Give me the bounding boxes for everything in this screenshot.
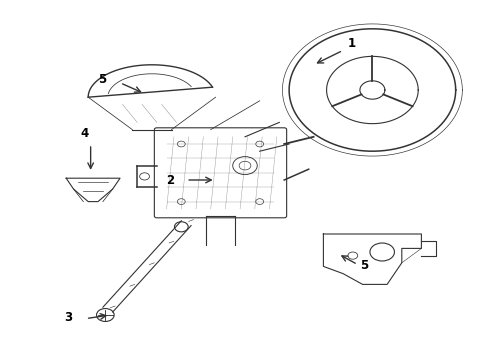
Text: 5: 5 — [98, 73, 106, 86]
Text: 3: 3 — [64, 311, 72, 324]
Text: 1: 1 — [348, 37, 356, 50]
Text: 2: 2 — [167, 174, 175, 186]
Text: 5: 5 — [360, 259, 368, 272]
Text: 4: 4 — [81, 127, 89, 140]
